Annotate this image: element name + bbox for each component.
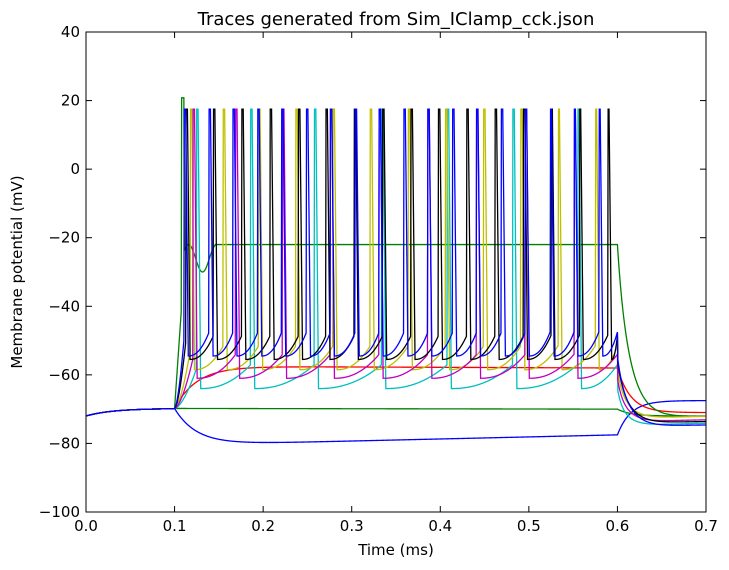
plot-frame (85, 31, 707, 513)
x-tick-label: 0.7 (694, 517, 718, 535)
y-tick-label: 40 (61, 23, 80, 41)
y-tick-label: −80 (48, 434, 80, 452)
x-tick-label: 0.5 (517, 517, 541, 535)
chart-title: Traces generated from Sim_IClamp_cck.jso… (197, 9, 595, 30)
x-axis-label: Time (ms) (357, 541, 434, 559)
x-axis: 0.0 0.1 0.2 0.3 0.4 0.5 0.6 0.7 (74, 32, 718, 535)
x-tick-label: 0.4 (428, 517, 452, 535)
series-line-1 (86, 407, 706, 417)
y-tick-label: 0 (70, 160, 80, 178)
y-tick-label: −60 (48, 366, 80, 384)
x-tick-label: 0.3 (340, 517, 364, 535)
x-tick-label: 0.6 (605, 517, 629, 535)
traces-layer (86, 97, 706, 444)
y-tick-label: 20 (61, 92, 80, 110)
series-line-4 (86, 108, 706, 425)
series-line-7 (86, 108, 706, 423)
series-line-6 (86, 108, 706, 422)
y-tick-label: −20 (48, 229, 80, 247)
series-line-8 (86, 108, 706, 426)
x-tick-label: 0.1 (163, 517, 187, 535)
x-tick-label: 0.0 (74, 517, 98, 535)
y-tick-label: −100 (39, 503, 80, 521)
series-line-0 (86, 399, 706, 444)
y-tick-label: −40 (48, 297, 80, 315)
x-tick-label: 0.2 (251, 517, 275, 535)
y-axis: −100 −80 −60 −40 −20 0 20 40 (39, 23, 706, 521)
y-axis-label: Membrane potential (mV) (8, 175, 26, 368)
